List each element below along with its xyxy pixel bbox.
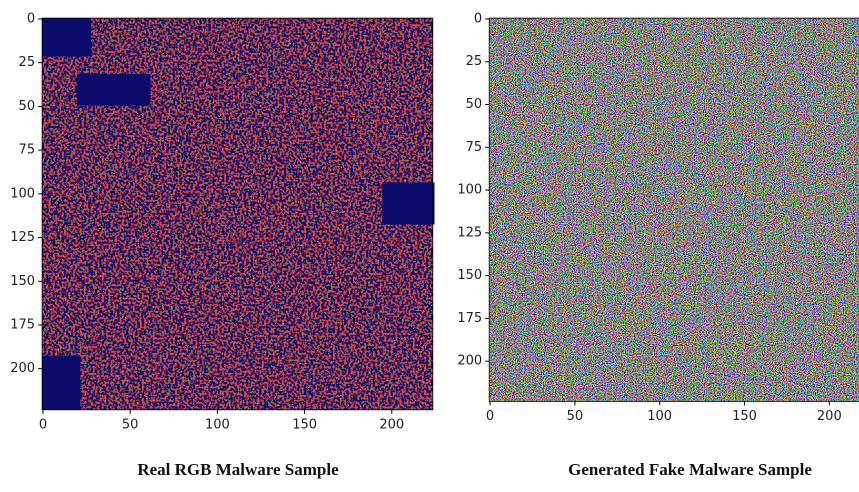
y-tick-label: 150 [10,274,35,289]
image-block [42,355,81,410]
x-tick-label: 200 [817,409,842,424]
axes-frame [488,17,859,402]
y-tick-label: 175 [10,317,35,332]
image-block [382,182,435,225]
y-tick-label: 200 [457,354,482,369]
x-tick-label: 100 [647,409,672,424]
y-tick-label: 200 [10,361,35,376]
y-tick-label: 50 [466,97,483,112]
image-block [42,18,91,57]
y-tick-label: 100 [457,183,482,198]
x-tick-label: 100 [205,417,230,432]
caption: Generated Fake Malware Sample [568,460,812,479]
y-tick-label: 75 [19,143,36,158]
y-tick-label: 50 [19,99,36,114]
y-tick-label: 125 [457,225,482,240]
x-tick-label: 0 [39,417,47,432]
y-tick-label: 0 [474,11,482,26]
y-tick-label: 150 [457,268,482,283]
y-tick-label: 75 [466,140,483,155]
x-tick-label: 0 [486,409,494,424]
image-texture [489,18,859,402]
y-tick-label: 125 [10,230,35,245]
y-tick-label: 175 [457,311,482,326]
x-tick-label: 200 [379,417,404,432]
caption: Real RGB Malware Sample [137,460,339,479]
x-tick-label: 150 [292,417,317,432]
axes-frame [41,17,434,411]
y-tick-label: 25 [19,55,36,70]
y-tick-label: 100 [10,186,35,201]
y-tick-label: 25 [466,54,483,69]
x-tick-label: 150 [732,409,757,424]
image-block [76,74,151,106]
y-tick-label: 0 [27,11,35,26]
x-tick-label: 50 [122,417,139,432]
x-tick-label: 50 [567,409,584,424]
